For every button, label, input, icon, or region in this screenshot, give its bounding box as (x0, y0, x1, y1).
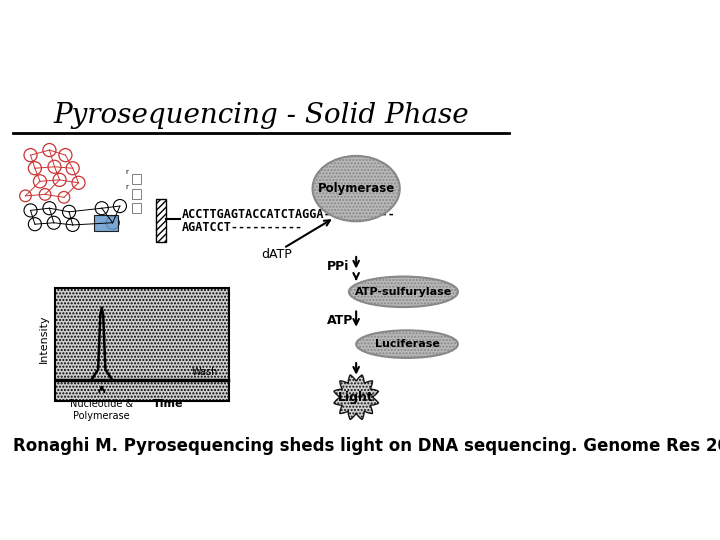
FancyBboxPatch shape (156, 199, 166, 242)
Text: Pyrosequencing - Solid Phase: Pyrosequencing - Solid Phase (54, 103, 469, 130)
FancyBboxPatch shape (132, 188, 141, 199)
FancyBboxPatch shape (132, 203, 141, 213)
FancyBboxPatch shape (55, 288, 229, 401)
FancyBboxPatch shape (94, 215, 119, 232)
Text: ACCTTGAGTACCATCTAGGA----------: ACCTTGAGTACCATCTAGGA---------- (181, 207, 395, 220)
Text: Luciferase: Luciferase (374, 339, 439, 349)
Text: ATP: ATP (327, 314, 354, 327)
Ellipse shape (356, 330, 458, 358)
Text: r: r (126, 169, 129, 175)
Text: Nucleotide &
Polymerase: Nucleotide & Polymerase (70, 400, 133, 421)
Text: PPi: PPi (327, 260, 349, 273)
Text: dATP: dATP (261, 247, 292, 260)
Ellipse shape (349, 276, 458, 307)
Text: Time: Time (153, 400, 183, 409)
FancyBboxPatch shape (132, 174, 141, 184)
Text: Wash: Wash (192, 367, 218, 377)
Text: Polymerase: Polymerase (318, 182, 395, 195)
Ellipse shape (312, 156, 400, 221)
Polygon shape (334, 375, 379, 420)
Text: Ronaghi M. Pyrosequencing sheds light on DNA sequencing. Genome Res 2001: Ronaghi M. Pyrosequencing sheds light on… (13, 437, 720, 455)
Text: AGATCCT----------: AGATCCT---------- (181, 221, 303, 234)
Text: ATP-sulfurylase: ATP-sulfurylase (355, 287, 452, 297)
Text: Light: Light (338, 391, 374, 404)
Text: r: r (126, 184, 129, 190)
Text: Intensity: Intensity (39, 315, 49, 363)
